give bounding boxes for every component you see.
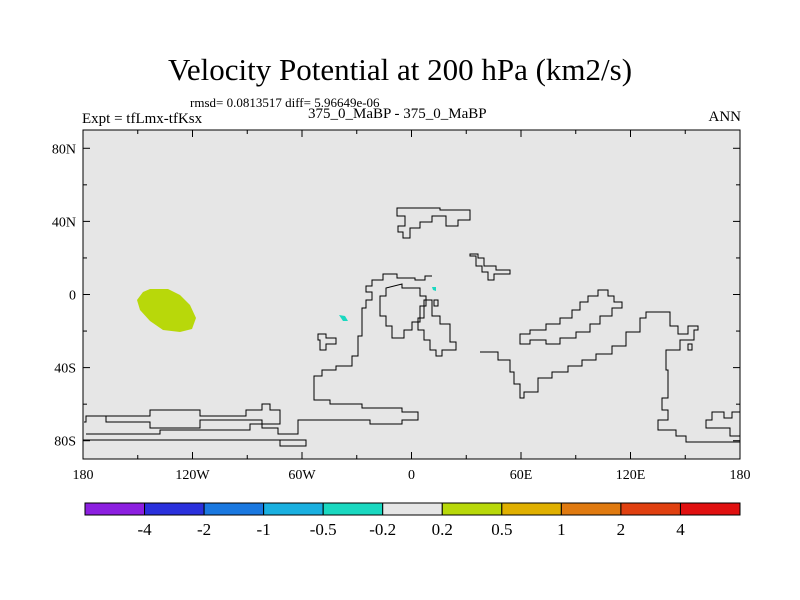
colorbar-swatch: [620, 502, 681, 516]
colorbar-label: 0.5: [491, 520, 512, 539]
x-tick-label: 120E: [616, 468, 646, 483]
colorbar-label: 1: [557, 520, 566, 539]
colorbar-swatch: [203, 502, 265, 516]
colorbar-swatch: [144, 502, 205, 516]
coastline-asia-peninsula: [469, 253, 511, 281]
colorbar-swatch: [560, 502, 622, 516]
coastline-island: [317, 333, 337, 351]
colorbar-swatch: [84, 502, 146, 516]
x-tick-label: 0: [408, 468, 415, 483]
anomaly-patch-negative-2: [432, 287, 436, 291]
x-tick-label: 120W: [175, 468, 210, 483]
x-tick-label: 180: [73, 468, 94, 483]
coastline-antarctica-edge: [83, 403, 307, 447]
coastline-southern-continent: [480, 311, 740, 443]
colorbar-swatch: [382, 502, 443, 516]
colorbar-swatch: [441, 502, 503, 516]
colorbar-swatch: [679, 502, 741, 516]
colorbar-label: -2: [197, 520, 211, 539]
anomaly-patch-negative-1: [339, 315, 348, 321]
coastline-eurasia-north: [396, 207, 471, 239]
coastline-africa-inner: [379, 283, 427, 339]
y-tick-label: 40N: [52, 215, 76, 230]
colorbar-label: -0.2: [369, 520, 396, 539]
case-label: 375_0_MaBP - 375_0_MaBP: [308, 106, 487, 122]
chart-title: Velocity Potential at 200 hPa (km2/s): [167, 52, 633, 87]
anomaly-layer: [137, 287, 436, 332]
y-tick-label: 0: [69, 289, 76, 304]
season-label: ANN: [708, 109, 742, 125]
x-axis: 180 120W 60W 0 60E 120E 180: [73, 130, 751, 483]
coastline-africa-west: [84, 273, 432, 435]
y-tick-label: 80N: [52, 142, 76, 157]
colorbar-label: -4: [137, 520, 152, 539]
y-axis: 80N 40N 0 40S 80S: [52, 142, 740, 450]
y-tick-label: 80S: [54, 435, 76, 450]
colorbar-swatch: [322, 502, 384, 516]
colorbar-label: -1: [257, 520, 271, 539]
experiment-label: Expt = tfLmx-tfKsx: [82, 111, 203, 127]
x-tick-label: 60W: [288, 468, 316, 483]
x-tick-label: 180: [730, 468, 751, 483]
anomaly-patch-positive: [137, 289, 196, 332]
colorbar-swatch: [501, 502, 562, 516]
coastline-maritime: [519, 289, 623, 345]
coastline-east-islands: [705, 411, 740, 437]
coastline-small-east: [687, 343, 693, 351]
colorbar-label: 0.2: [432, 520, 453, 539]
stats-label: rmsd= 0.0813517 diff= 5.96649e-06: [190, 95, 380, 110]
map-background: [83, 130, 740, 459]
x-tick-label: 60E: [510, 468, 533, 483]
colorbar-swatch: [263, 502, 324, 516]
colorbar-label: -0.5: [310, 520, 337, 539]
coastline-small-island: [433, 299, 439, 307]
coastline-africa-east: [417, 299, 457, 357]
colorbar: -4 -2 -1 -0.5 -0.2 0.2 0.5 1 2 4: [84, 502, 741, 539]
coastlines: [83, 207, 740, 447]
y-tick-label: 40S: [54, 362, 76, 377]
colorbar-label: 2: [617, 520, 626, 539]
colorbar-label: 4: [676, 520, 685, 539]
